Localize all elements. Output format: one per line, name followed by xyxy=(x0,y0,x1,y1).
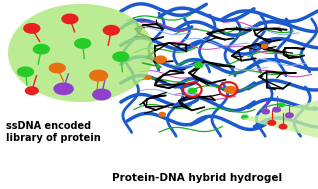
Circle shape xyxy=(225,86,236,93)
Circle shape xyxy=(195,63,203,68)
Circle shape xyxy=(54,83,73,94)
Circle shape xyxy=(286,113,293,118)
Circle shape xyxy=(145,76,151,79)
Circle shape xyxy=(33,44,49,54)
Text: ssDNA encoded
library of protein: ssDNA encoded library of protein xyxy=(6,121,101,143)
FancyArrowPatch shape xyxy=(143,63,161,68)
Circle shape xyxy=(278,103,285,107)
Circle shape xyxy=(93,89,111,100)
Circle shape xyxy=(24,24,40,33)
Circle shape xyxy=(159,112,165,116)
Ellipse shape xyxy=(8,4,154,102)
Circle shape xyxy=(155,56,166,63)
Circle shape xyxy=(62,14,78,24)
Circle shape xyxy=(113,52,129,61)
Circle shape xyxy=(242,115,248,119)
Text: Protein-DNA hybrid hydrogel: Protein-DNA hybrid hydrogel xyxy=(112,173,282,183)
Circle shape xyxy=(103,26,119,35)
Circle shape xyxy=(273,107,280,112)
Circle shape xyxy=(188,88,197,93)
Circle shape xyxy=(49,63,65,73)
Circle shape xyxy=(90,70,107,81)
Circle shape xyxy=(25,87,38,94)
Circle shape xyxy=(75,39,91,48)
Polygon shape xyxy=(242,100,318,138)
Circle shape xyxy=(268,121,276,125)
Circle shape xyxy=(279,124,287,129)
Circle shape xyxy=(261,44,268,48)
Circle shape xyxy=(17,67,33,77)
Circle shape xyxy=(262,109,269,114)
